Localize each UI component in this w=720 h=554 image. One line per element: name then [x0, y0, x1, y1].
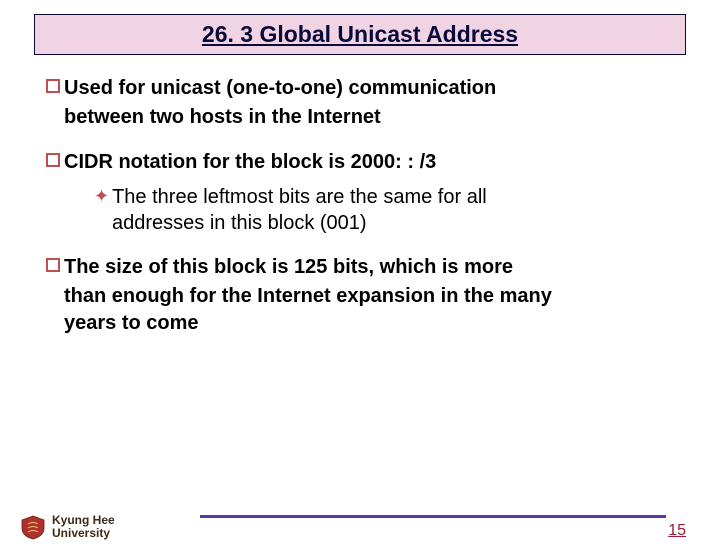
square-bullet-icon — [46, 153, 60, 167]
university-name: Kyung Hee University — [52, 514, 115, 540]
university-line2: University — [52, 527, 115, 540]
sub-bullet-block: ✦ The three leftmost bits are the same f… — [94, 184, 674, 236]
sub-bullet-text: The three leftmost bits are the same for… — [112, 184, 487, 210]
bullet-text-cont: years to come — [64, 310, 674, 337]
bullet-item: The size of this block is 125 bits, whic… — [46, 254, 674, 281]
slide-footer: Kyung Hee University 15 — [0, 500, 720, 540]
university-line1: Kyung Hee — [52, 514, 115, 527]
bullet-item: Used for unicast (one-to-one) communicat… — [46, 75, 674, 102]
university-logo: Kyung Hee University — [18, 514, 115, 540]
bullet-text: Used for unicast (one-to-one) communicat… — [64, 75, 496, 102]
square-bullet-icon — [46, 258, 60, 272]
page-number: 15 — [668, 522, 686, 540]
square-bullet-icon — [46, 79, 60, 93]
bullet-block: CIDR notation for the block is 2000: : /… — [46, 149, 674, 236]
bullet-text-cont: between two hosts in the Internet — [64, 104, 674, 131]
slide-content: Used for unicast (one-to-one) communicat… — [0, 55, 720, 337]
bullet-text: CIDR notation for the block is 2000: : /… — [64, 149, 436, 176]
bullet-block: The size of this block is 125 bits, whic… — [46, 254, 674, 337]
sub-bullet-text-cont: addresses in this block (001) — [112, 210, 674, 236]
title-bar: 26. 3 Global Unicast Address — [34, 14, 686, 55]
footer-divider — [200, 515, 666, 518]
shield-icon — [18, 514, 48, 540]
star-bullet-icon: ✦ — [94, 186, 109, 207]
sub-bullet-item: ✦ The three leftmost bits are the same f… — [94, 184, 674, 210]
bullet-block: Used for unicast (one-to-one) communicat… — [46, 75, 674, 131]
bullet-text: The size of this block is 125 bits, whic… — [64, 254, 513, 281]
bullet-item: CIDR notation for the block is 2000: : /… — [46, 149, 674, 176]
slide-title: 26. 3 Global Unicast Address — [202, 21, 518, 47]
bullet-text-cont: than enough for the Internet expansion i… — [64, 283, 674, 310]
